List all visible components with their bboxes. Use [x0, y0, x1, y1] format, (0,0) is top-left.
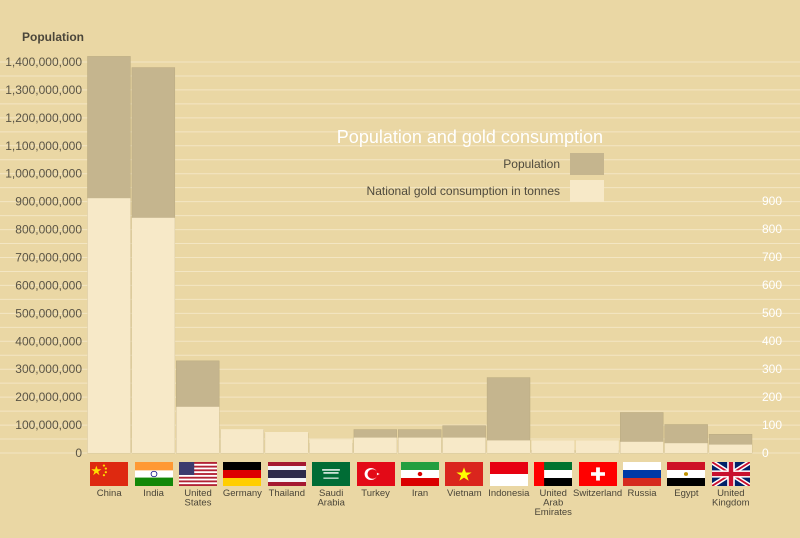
y2-tick-label: 300: [762, 362, 782, 376]
category-label: Germany: [223, 488, 262, 499]
bar-gold-consumption: [709, 444, 752, 453]
tick-layer: 0 100,000,000 200,000,000 300,000,000 400,00…: [5, 55, 782, 460]
y2-tick-label: 600: [762, 278, 782, 292]
egypt-flag-icon: [667, 462, 706, 486]
y-tick-label: 800,000,000: [15, 223, 82, 237]
bar-gold-consumption: [442, 437, 486, 453]
bar-gold-consumption: [87, 198, 131, 453]
switzerland-flag-icon: [578, 462, 617, 486]
y2-tick-label: 700: [762, 250, 782, 264]
bar-gold-consumption: [487, 440, 530, 453]
category-label: Saudi Arabia: [317, 488, 345, 509]
category-label: Thailand: [269, 488, 305, 499]
thailand-flag-icon: [267, 462, 306, 486]
category-label: Indonesia: [488, 488, 530, 499]
y-tick-label: 300,000,000: [15, 362, 82, 376]
uae-flag-icon: [534, 462, 573, 486]
united-states-flag-icon: [179, 462, 217, 486]
category-label: Egypt: [674, 488, 699, 499]
russia-flag-icon: [623, 462, 661, 486]
legend-swatch-gold: [570, 180, 604, 202]
bar-gold-consumption: [664, 443, 708, 453]
turkey-flag-icon: [356, 462, 395, 486]
bar-layer: [87, 56, 753, 454]
bar-gold-consumption: [398, 437, 442, 453]
bar-gold-consumption: [620, 441, 664, 453]
category-label: Switzerland: [573, 488, 622, 499]
indonesia-flag-icon: [489, 462, 528, 486]
iran-flag-icon: [401, 462, 439, 486]
y-tick-label: 1,100,000,000: [5, 139, 82, 153]
y2-tick-label: 900: [762, 194, 782, 208]
category-label: Turkey: [361, 488, 390, 499]
y2-tick-label: 500: [762, 306, 782, 320]
bar-gold-consumption: [131, 217, 175, 453]
category-label: China: [97, 488, 123, 499]
legend-label-population: Population: [503, 157, 560, 171]
bar-gold-consumption: [220, 429, 264, 453]
legend-swatch-population: [570, 153, 604, 175]
category-label: United Kingdom: [712, 488, 750, 509]
germany-flag-icon: [223, 462, 262, 486]
united-kingdom-flag-icon: [711, 462, 750, 486]
y2-tick-label: 400: [762, 334, 782, 348]
y-axis-title: Population: [22, 30, 84, 44]
y-tick-label: 200,000,000: [15, 390, 82, 404]
category-label: United Arab Emirates: [534, 488, 572, 518]
bar-gold-consumption: [353, 437, 397, 453]
legend-label-gold: National gold consumption in tonnes: [367, 184, 560, 198]
y-tick-label: 400,000,000: [15, 334, 82, 348]
category-label: Vietnam: [447, 488, 482, 499]
y-tick-label: 100,000,000: [15, 418, 82, 432]
y-tick-label: 500,000,000: [15, 306, 82, 320]
category-label: Russia: [627, 488, 657, 499]
y-tick-label: 1,000,000,000: [5, 167, 82, 181]
y2-tick-label: 0: [762, 446, 769, 460]
bar-gold-consumption: [309, 439, 353, 453]
y-tick-label: 700,000,000: [15, 251, 82, 265]
y2-tick-label: 100: [762, 418, 782, 432]
vietnam-flag-icon: [445, 462, 484, 486]
y-tick-label: 1,200,000,000: [5, 111, 82, 125]
y-tick-label: 600,000,000: [15, 278, 82, 292]
y-tick-label: 900,000,000: [15, 195, 82, 209]
category-label: United States: [184, 488, 211, 509]
china-flag-icon: [90, 462, 129, 486]
bar-gold-consumption: [176, 406, 220, 453]
y-tick-label: 0: [75, 446, 82, 460]
saudi-arabia-flag-icon: [312, 462, 351, 486]
chart-title: Population and gold consumption: [337, 127, 603, 147]
y2-tick-label: 800: [762, 222, 782, 236]
india-flag-icon: [134, 462, 173, 486]
category-label: Iran: [412, 488, 428, 499]
y-tick-label: 1,400,000,000: [5, 55, 82, 69]
legend: Population and gold consumption Populati…: [337, 127, 604, 202]
bar-gold-consumption: [265, 432, 308, 453]
y-tick-label: 1,300,000,000: [5, 83, 82, 97]
category-labels: China India United States Germany Thailand Sau…: [97, 488, 750, 518]
category-label: India: [143, 488, 164, 499]
bar-gold-consumption: [531, 440, 575, 453]
y2-tick-label: 200: [762, 390, 782, 404]
bar-gold-consumption: [575, 440, 619, 453]
